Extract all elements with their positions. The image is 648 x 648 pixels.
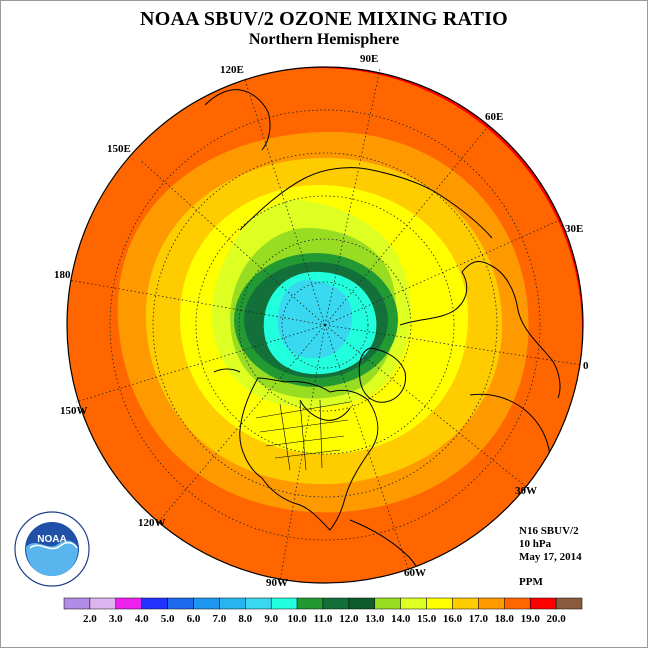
colorbar-tick-label: 16.0 bbox=[443, 613, 463, 625]
band-sky bbox=[277, 280, 353, 359]
colorbar-tick-label: 8.0 bbox=[238, 613, 252, 625]
colorbar-swatch bbox=[89, 597, 117, 610]
lon-label-90w: 90W bbox=[266, 577, 288, 589]
date-label: May 17, 2014 bbox=[519, 551, 582, 563]
lon-label-30e: 30E bbox=[565, 223, 583, 235]
lon-label-30w: 30W bbox=[515, 485, 537, 497]
coast-north-america bbox=[239, 377, 379, 531]
map-border bbox=[66, 66, 584, 584]
latitude-grid bbox=[109, 109, 541, 541]
units-label: PPM bbox=[519, 576, 543, 588]
instrument-label: N16 SBUV/2 bbox=[519, 525, 579, 537]
noaa-logo: NOAA bbox=[14, 511, 90, 587]
colorbar-tick-label: 20.0 bbox=[546, 613, 566, 625]
colorbar-swatch bbox=[348, 597, 376, 610]
noaa-logo-text: NOAA bbox=[37, 534, 66, 545]
colorbar-tick-label: 9.0 bbox=[264, 613, 278, 625]
coast-east-asia bbox=[204, 89, 271, 151]
colorbar-swatch bbox=[63, 597, 91, 610]
colorbar-tick-label: 3.0 bbox=[109, 613, 123, 625]
colorbar-swatch bbox=[167, 597, 194, 610]
colorbar-tick-label: 12.0 bbox=[339, 613, 359, 625]
map-title: NOAA SBUV/2 OZONE MIXING RATIO bbox=[140, 8, 508, 30]
colorbar-labels: 2.0 3.0 4.0 5.0 6.0 7.0 8.0 9.0 10.0 11.0 12.0 13.0… bbox=[83, 613, 566, 625]
colorbar-tick-label: 5.0 bbox=[161, 613, 175, 625]
colorbar-swatch bbox=[322, 597, 350, 610]
colorbar-tick-label: 15.0 bbox=[417, 613, 437, 625]
colorbar-swatch bbox=[115, 597, 142, 610]
colorbar-swatch bbox=[529, 597, 557, 610]
colorbar-swatch bbox=[270, 597, 298, 610]
lon-label-150w: 150W bbox=[60, 405, 88, 417]
coast-asia bbox=[239, 167, 493, 239]
lon-label-150e: 150E bbox=[107, 143, 131, 155]
coast-alaska bbox=[213, 368, 241, 373]
coast-hudson bbox=[299, 399, 351, 421]
longitude-grid bbox=[68, 68, 583, 582]
colorbar-tick-label: 13.0 bbox=[365, 613, 385, 625]
colorbar-tick-label: 17.0 bbox=[469, 613, 489, 625]
colorbar-swatch bbox=[296, 597, 324, 610]
colorbar-swatch bbox=[400, 597, 427, 610]
colorbar-tick-label: 7.0 bbox=[213, 613, 227, 625]
colorbar-tick-label: 18.0 bbox=[495, 613, 515, 625]
map-subtitle: Northern Hemisphere bbox=[248, 31, 400, 48]
colorbar-swatch bbox=[504, 597, 531, 610]
coastlines bbox=[204, 89, 561, 583]
lon-label-60e: 60E bbox=[485, 111, 503, 123]
colorbar-tick-label: 4.0 bbox=[135, 613, 149, 625]
lon-label-0: 0 bbox=[583, 360, 589, 372]
colorbar-tick-label: 11.0 bbox=[314, 613, 333, 625]
colorbar bbox=[63, 597, 583, 610]
pressure-level: 10 hPa bbox=[519, 538, 552, 550]
colorbar-swatch bbox=[426, 597, 453, 610]
colorbar-swatch bbox=[245, 597, 272, 610]
colorbar-tick-label: 10.0 bbox=[287, 613, 307, 625]
lon-label-120e: 120E bbox=[220, 64, 244, 76]
colorbar-swatch bbox=[193, 597, 220, 610]
colorbar-tick-label: 14.0 bbox=[391, 613, 411, 625]
lon-label-180: 180 bbox=[54, 269, 71, 281]
lon-label-120w: 120W bbox=[138, 517, 166, 529]
colorbar-swatch bbox=[141, 597, 168, 610]
colorbar-swatch bbox=[555, 597, 583, 610]
coast-south-america bbox=[349, 519, 429, 583]
state-borders bbox=[255, 399, 351, 471]
colorbar-swatch bbox=[374, 597, 401, 610]
longitude-labels: 90E 120E 60E 150E 30E 180 0 150W 30W 120… bbox=[54, 53, 589, 589]
colorbar-swatch bbox=[478, 597, 505, 610]
colorbar-swatch bbox=[219, 597, 246, 610]
colorbar-tick-label: 19.0 bbox=[521, 613, 541, 625]
colorbar-tick-label: 2.0 bbox=[83, 613, 97, 625]
coast-greenland bbox=[358, 347, 407, 403]
colorbar-tick-label: 6.0 bbox=[187, 613, 201, 625]
lon-label-60w: 60W bbox=[404, 567, 426, 579]
colorbar-swatch bbox=[452, 597, 479, 610]
coast-europe bbox=[399, 261, 561, 399]
lon-label-90e: 90E bbox=[360, 53, 378, 65]
